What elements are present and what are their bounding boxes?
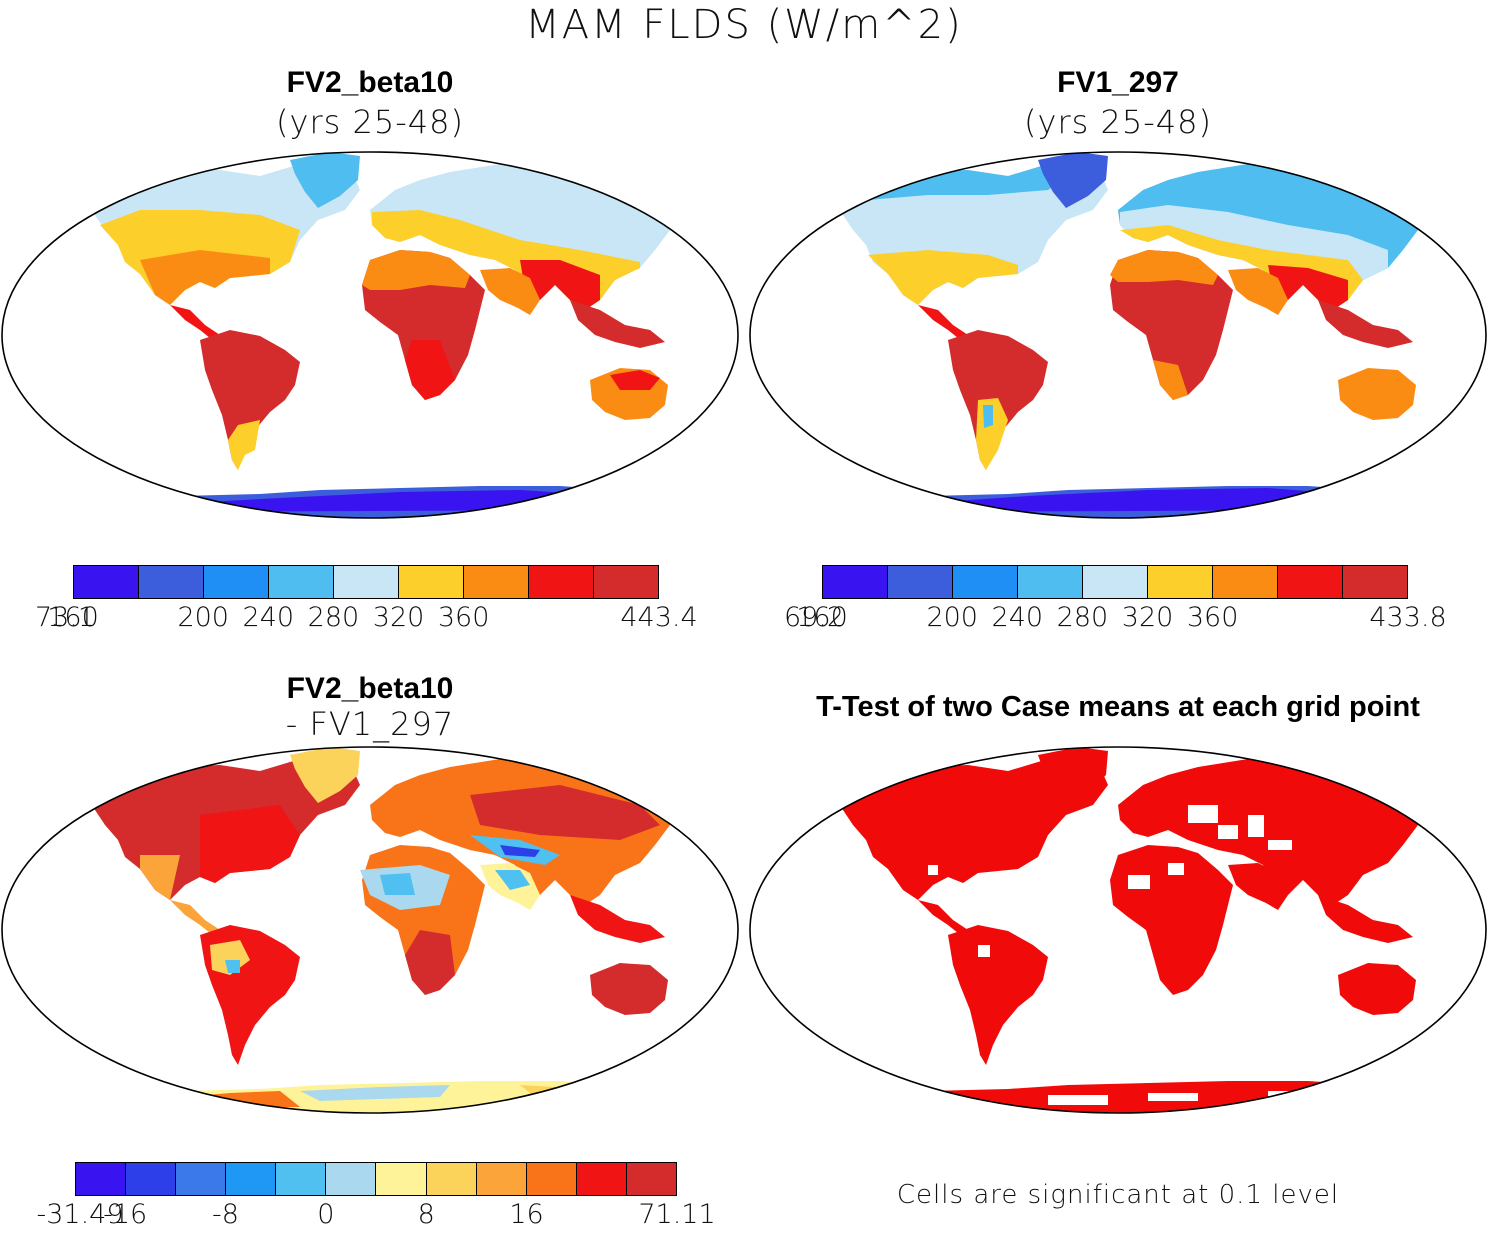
colorbar-label: 320 [372, 602, 425, 633]
colorbar-swatch [1343, 566, 1407, 598]
colorbar-swatch [139, 566, 204, 598]
colorbar-swatch [74, 566, 139, 598]
colorbar-labels-fv2: 73.1 160 200 240 280 320 360 443.4 [0, 602, 744, 638]
land-fv1 [750, 152, 1486, 518]
colorbar-swatch [76, 1163, 127, 1195]
colorbar-label: 8 [417, 1199, 435, 1230]
colorbar-label: 160 [47, 602, 99, 633]
colorbar-label: 433.8 [1369, 602, 1447, 633]
colorbar-label: 200 [177, 602, 229, 633]
colorbar-swatch [204, 566, 269, 598]
land-diff [2, 747, 738, 1113]
map-fv2 [1, 151, 739, 519]
colorbar-fv2 [73, 565, 659, 599]
colorbar-swatch [576, 1163, 627, 1195]
colorbar-swatch [276, 1163, 327, 1195]
colorbar-swatch [476, 1163, 527, 1195]
colorbar-swatch [376, 1163, 427, 1195]
colorbar-swatch [326, 1163, 377, 1195]
panel-title-diff: FV2_beta10 [286, 672, 454, 705]
map-diff [1, 746, 739, 1114]
colorbar-swatch [1018, 566, 1083, 598]
map-ttest [749, 746, 1487, 1114]
colorbar-labels-fv1: 69.2 160 200 240 280 320 360 433.8 [748, 602, 1488, 638]
colorbar-label: 280 [1056, 602, 1109, 633]
colorbar-swatch [526, 1163, 577, 1195]
colorbar-swatch [888, 566, 953, 598]
panel-subtitle-fv1: (yrs 25-48) [1024, 103, 1212, 141]
colorbar-label: 360 [437, 602, 490, 633]
colorbar-label: 69.2 [783, 602, 845, 633]
colorbar-swatch [176, 1163, 227, 1195]
colorbar-label: 360 [1186, 602, 1239, 633]
colorbar-label: -16 [103, 1199, 148, 1230]
panel-subtitle-diff: - FV1_297 [285, 705, 455, 743]
colorbar-diff [75, 1162, 677, 1196]
panel-subtitle-fv2: (yrs 25-48) [276, 103, 464, 141]
colorbar-swatch [1083, 566, 1148, 598]
colorbar-label: 160 [796, 602, 848, 633]
colorbar-swatch [1278, 566, 1343, 598]
colorbar-labels-diff: -31.49 -16 -8 0 8 16 71.11 [0, 1199, 744, 1235]
colorbar-swatch [626, 1163, 676, 1195]
colorbar-swatch [334, 566, 399, 598]
colorbar-label: 280 [307, 602, 360, 633]
colorbar-swatch [953, 566, 1018, 598]
colorbar-swatch [1213, 566, 1278, 598]
colorbar-label: 443.4 [620, 602, 698, 633]
colorbar-label: -31.49 [36, 1199, 124, 1230]
panel-title-ttest: T-Test of two Case means at each grid po… [816, 691, 1420, 723]
colorbar-swatch [464, 566, 529, 598]
colorbar-swatch [399, 566, 464, 598]
colorbar-label: 240 [991, 602, 1044, 633]
colorbar-label: 0 [317, 1199, 335, 1230]
colorbar-fv1 [822, 565, 1408, 599]
land-fv2 [2, 152, 738, 518]
colorbar-label: 320 [1121, 602, 1174, 633]
colorbar-swatch [226, 1163, 277, 1195]
colorbar-label: 240 [242, 602, 295, 633]
map-fv1 [749, 151, 1487, 519]
colorbar-label: 200 [926, 602, 978, 633]
colorbar-label: 71.11 [638, 1199, 716, 1230]
colorbar-swatch [426, 1163, 477, 1195]
panel-title-fv2: FV2_beta10 [286, 66, 454, 99]
colorbar-swatch [529, 566, 594, 598]
colorbar-swatch [1148, 566, 1213, 598]
colorbar-label: 73.1 [34, 602, 96, 633]
colorbar-swatch [823, 566, 888, 598]
figure-title: MAM FLDS (W/m^2) [525, 2, 963, 48]
panel-title-fv1: FV1_297 [1057, 66, 1179, 99]
colorbar-swatch [594, 566, 658, 598]
colorbar-swatch [126, 1163, 177, 1195]
colorbar-label: -8 [212, 1199, 239, 1230]
ttest-footnote: Cells are significant at 0.1 level [896, 1180, 1340, 1210]
colorbar-label: 16 [509, 1199, 544, 1230]
colorbar-swatch [269, 566, 334, 598]
